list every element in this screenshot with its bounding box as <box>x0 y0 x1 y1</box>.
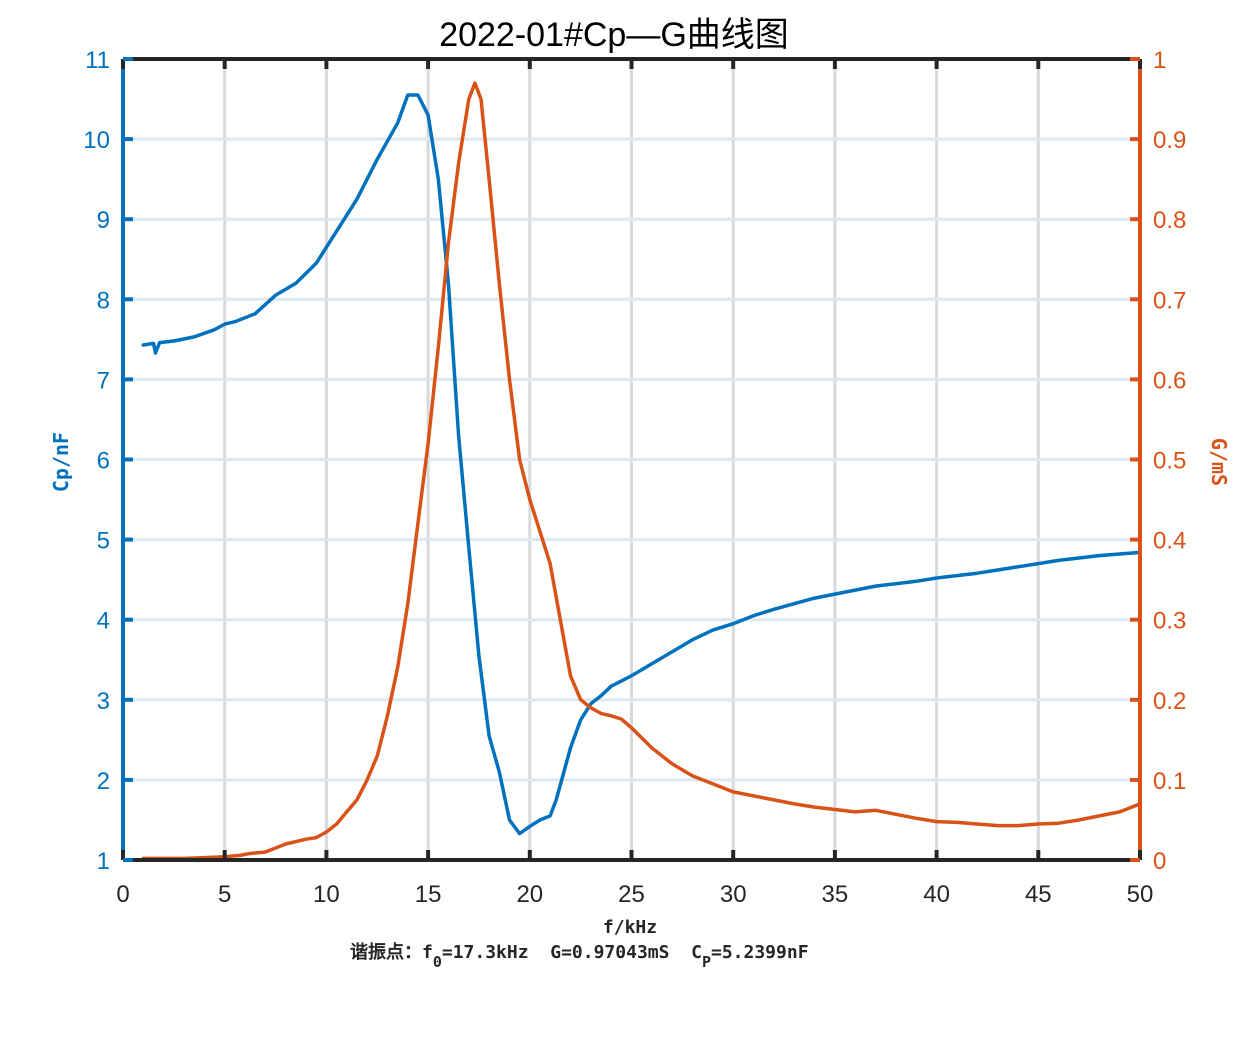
annotation-mid: =17.3kHz G=0.97043mS C <box>442 942 702 963</box>
cp-series-line <box>141 93 1142 836</box>
y-left-tick-label: 2 <box>97 768 110 795</box>
x-axis-label: f/kHz <box>603 917 657 938</box>
grid-layer <box>123 59 1140 860</box>
annotation-prefix: 谐振点：f <box>350 941 433 963</box>
chart-title: 2022-01#Cp—G曲线图 <box>439 16 789 54</box>
annotation-sub-cp: P <box>702 953 711 971</box>
x-tick-label: 45 <box>1025 881 1052 908</box>
annotation-sub-f0: 0 <box>433 953 442 971</box>
x-tick-label: 40 <box>923 881 950 908</box>
y-left-axis-label: Cp/nF <box>49 432 73 492</box>
x-tick-label: 5 <box>218 881 231 908</box>
y-right-tick-label: 0.6 <box>1153 367 1186 394</box>
x-tick-label: 25 <box>618 881 645 908</box>
y-left-tick-label: 6 <box>97 448 110 475</box>
series-layer <box>141 81 1142 861</box>
g-series-line <box>141 81 1142 861</box>
y-right-tick-label: 0.1 <box>1153 768 1186 795</box>
y-right-tick-label: 0.7 <box>1153 287 1186 314</box>
y-left-tick-label: 1 <box>97 848 110 875</box>
y-right-axis-label: G/mS <box>1207 438 1231 486</box>
x-tick-label: 0 <box>116 881 129 908</box>
y-right-tick-label: 1 <box>1153 47 1166 74</box>
y-right-tick-label: 0.8 <box>1153 207 1186 234</box>
x-tick-label: 15 <box>415 881 442 908</box>
resonance-annotation: 谐振点：f0=17.3kHz G=0.97043mS CP=5.2399nF <box>350 941 809 971</box>
y-right-tick-label: 0.3 <box>1153 608 1186 635</box>
y-left-tick-label: 3 <box>97 688 110 715</box>
x-tick-label: 30 <box>720 881 747 908</box>
annotation-suffix: =5.2399nF <box>711 942 809 963</box>
y-left-tick-label: 5 <box>97 528 110 555</box>
y-right-tick-label: 0.4 <box>1153 528 1186 555</box>
y-right-tick-label: 0 <box>1153 848 1166 875</box>
y-right-tick-label: 0.9 <box>1153 127 1186 154</box>
y-left-tick-label: 4 <box>97 608 110 635</box>
x-tick-label: 35 <box>822 881 849 908</box>
y-left-tick-label: 9 <box>97 207 110 234</box>
y-right-tick-label: 0.5 <box>1153 448 1186 475</box>
x-tick-label: 20 <box>516 881 543 908</box>
y-left-tick-label: 7 <box>97 367 110 394</box>
x-tick-label: 10 <box>313 881 340 908</box>
axes-layer: 0 5 10 15 20 25 30 35 40 45 50123456789101100.10.2… <box>83 47 1186 908</box>
y-left-tick-label: 8 <box>97 287 110 314</box>
x-tick-label: 50 <box>1127 881 1154 908</box>
y-left-tick-label: 10 <box>83 127 110 154</box>
y-right-tick-label: 0.2 <box>1153 688 1186 715</box>
y-left-tick-label: 11 <box>85 47 110 74</box>
